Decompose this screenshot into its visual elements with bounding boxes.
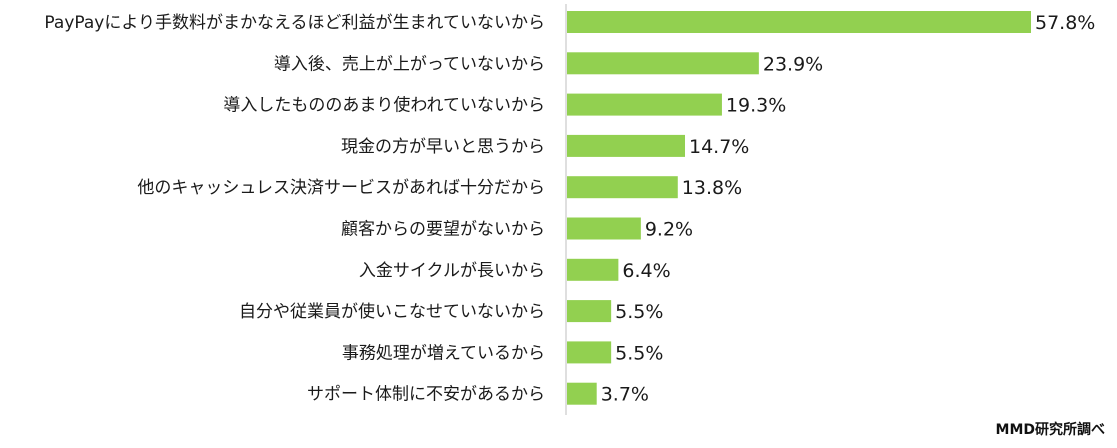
bar [567, 52, 759, 75]
value-label: 3.7% [601, 384, 649, 406]
bar [567, 134, 686, 157]
value-label: 6.4% [622, 260, 670, 282]
category-label: 入金サイクルが長いから [359, 261, 545, 281]
chart-rows: PayPayにより手数料がまかなえるほど利益が生まれていないから 57.8% 導入後… [44, 11, 1095, 406]
bar [567, 258, 619, 281]
bar [567, 93, 722, 116]
bar [567, 382, 597, 405]
category-label: 導入したもののあまり使われていないから [223, 95, 545, 116]
category-label: 導入後、売上が上がっていないから [274, 54, 545, 74]
category-label: 自分や従業員が使いこなせていないから [239, 301, 545, 322]
bar [567, 300, 612, 323]
value-label: 23.9% [763, 53, 823, 75]
value-label: 13.8% [682, 177, 742, 199]
bar [567, 11, 1031, 33]
category-label: 現金の方が早いと思うから [341, 137, 545, 157]
value-label: 19.3% [726, 95, 786, 117]
value-label: 9.2% [645, 219, 693, 241]
category-label: 顧客からの要望がないから [341, 220, 545, 240]
value-label: 5.5% [615, 301, 663, 323]
bar [567, 176, 678, 199]
value-label: 5.5% [615, 342, 663, 364]
category-label: 事務処理が増えているから [342, 343, 545, 363]
value-label: 57.8% [1035, 12, 1095, 34]
category-label: 他のキャッシュレス決済サービスがあれば十分だから [137, 178, 545, 198]
category-label: サポート体制に不安があるから [307, 385, 545, 405]
source-note: MMD研究所調べ [995, 422, 1105, 438]
category-label: PayPayにより手数料がまかなえるほど利益が生まれていないから [44, 13, 545, 33]
value-label: 14.7% [689, 136, 749, 158]
bar [567, 341, 612, 364]
bar [567, 217, 641, 240]
